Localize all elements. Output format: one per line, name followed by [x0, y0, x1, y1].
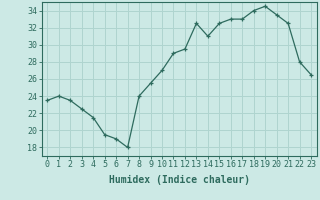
X-axis label: Humidex (Indice chaleur): Humidex (Indice chaleur)	[109, 175, 250, 185]
